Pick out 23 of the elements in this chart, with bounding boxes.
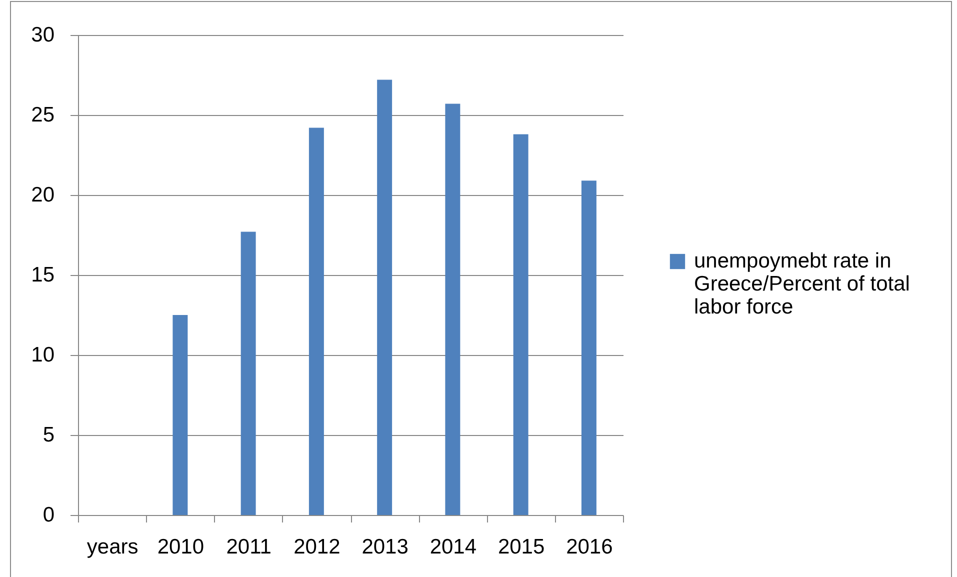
- legend-label: unempoymebt rate in Greece/Percent of total labor force: [694, 250, 910, 318]
- x-tick-label: 2011: [226, 536, 272, 558]
- bar: [513, 134, 528, 515]
- y-tick-label: 5: [42, 424, 54, 446]
- x-tick-label: years: [86, 536, 138, 558]
- y-tick-label: 25: [31, 104, 54, 126]
- y-tick-label: 0: [42, 504, 54, 526]
- y-tick-label: 10: [31, 344, 54, 366]
- bar: [308, 128, 324, 515]
- x-tick-label: 2014: [430, 536, 477, 558]
- bar: [377, 80, 392, 515]
- bar: [172, 315, 188, 515]
- x-tick-label: 2010: [157, 536, 204, 558]
- x-tick-label: 2012: [294, 536, 340, 558]
- x-tick-label: 2016: [566, 536, 613, 558]
- x-tick-label: 2013: [362, 536, 408, 558]
- y-tick-label: 15: [31, 264, 54, 286]
- bar: [240, 232, 256, 515]
- bar: [445, 104, 460, 515]
- x-tick-label: 2015: [498, 536, 545, 558]
- y-tick-label: 20: [31, 184, 54, 206]
- bar: [581, 180, 596, 515]
- y-tick-label: 30: [31, 24, 54, 46]
